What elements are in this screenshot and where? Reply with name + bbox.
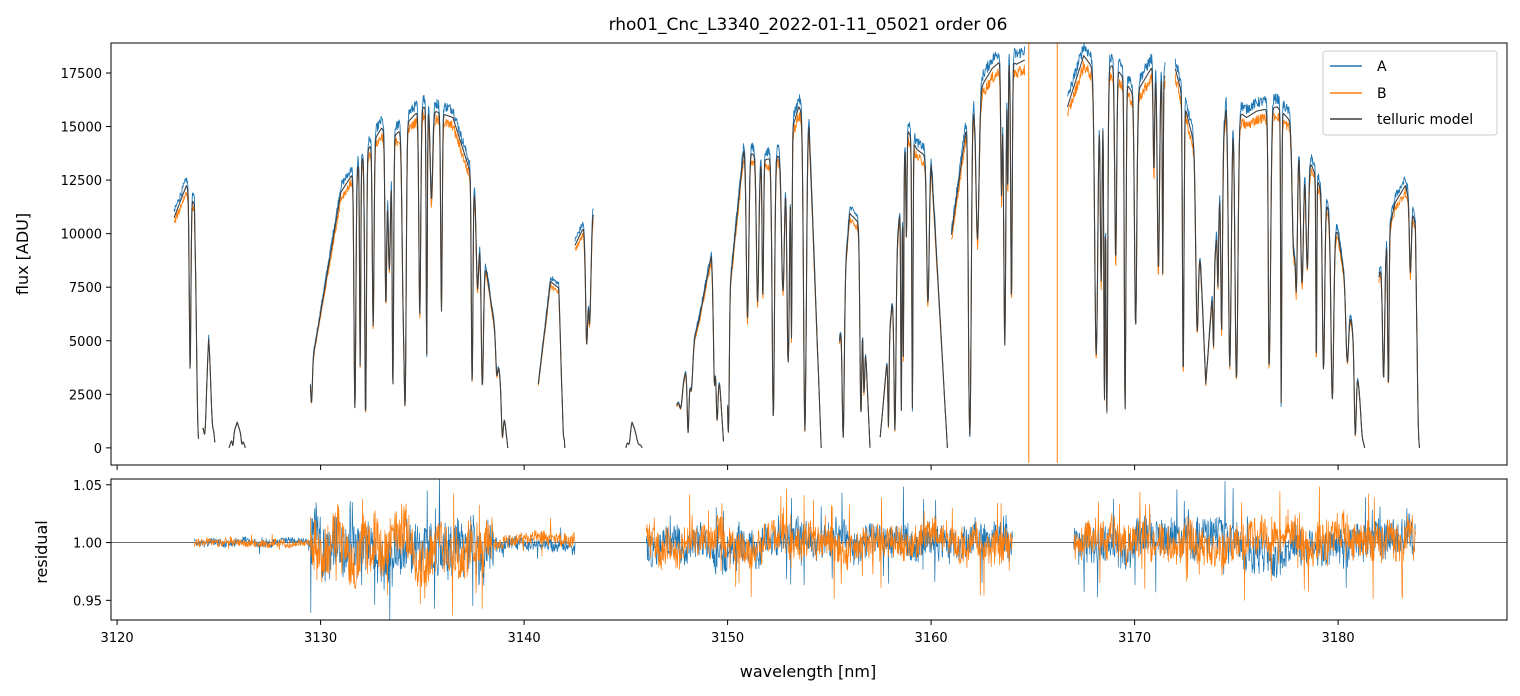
flux-y-tick-label: 10000 (61, 228, 102, 243)
flux-y-tick-label: 15000 (61, 121, 102, 136)
flux-y-tick-label: 12500 (61, 174, 102, 189)
flux-x-axis (116, 465, 1339, 470)
residual-x-tick-label: 3160 (915, 631, 948, 646)
flux-y-tick-label: 17500 (61, 67, 102, 82)
legend-label-a: A (1377, 59, 1387, 75)
residual-x-tick-label: 3130 (304, 631, 337, 646)
residual-y-axis: 0.95 1.00 1.05 (73, 479, 111, 609)
residual-x-tick-label: 3120 (101, 631, 134, 646)
flux-y-tick-label: 2500 (69, 388, 102, 403)
residual-b-line (194, 486, 1416, 616)
residual-plot-frame (110, 478, 1508, 621)
residual-x-axis: 3120 3130 3140 3150 3160 3170 3180 (101, 620, 1355, 646)
residual-x-tick-label: 3180 (1322, 631, 1355, 646)
residual-x-tick-label: 3170 (1118, 631, 1151, 646)
legend-label-model: telluric model (1377, 112, 1473, 128)
residual-y-label: residual (32, 520, 51, 583)
legend: A B telluric model (1322, 50, 1498, 136)
residual-y-tick-label: 1.05 (73, 479, 102, 494)
residual-lines (111, 479, 1507, 620)
flux-y-label: flux [ADU] (13, 213, 32, 295)
telluric-model-line (173, 55, 1421, 449)
x-axis-label: wavelength [nm] (740, 662, 877, 681)
flux-y-tick-label: 7500 (69, 281, 102, 296)
flux-lines (173, 43, 1421, 463)
residual-x-tick-label: 3150 (711, 631, 744, 646)
flux-plot: 0 2500 5000 7500 10000 12500 15000 17500 flux [… (13, 42, 1508, 470)
legend-label-b: B (1377, 86, 1387, 102)
flux-plot-frame (110, 42, 1508, 466)
legend-box (1322, 50, 1498, 136)
residual-x-tick-label: 3140 (508, 631, 541, 646)
residual-plot: 0.95 1.00 1.05 3120 3130 3140 3150 3160 3170 318… (32, 478, 1508, 681)
flux-y-tick-label: 5000 (69, 335, 102, 350)
flux-y-tick-label: 0 (94, 442, 102, 457)
residual-y-tick-label: 1.00 (73, 537, 102, 552)
flux-y-axis: 0 2500 5000 7500 10000 12500 15000 17500 (61, 67, 111, 457)
residual-y-tick-label: 0.95 (73, 594, 102, 609)
chart-title: rho01_Cnc_L3340_2022-01-11_05021 order 0… (609, 15, 1008, 35)
